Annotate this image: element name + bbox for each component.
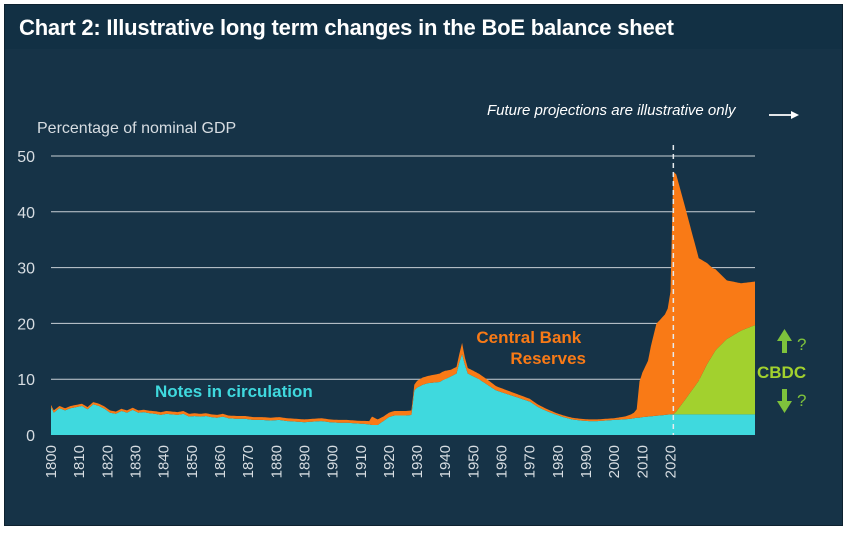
series-label-cbdc: CBDC	[757, 363, 806, 382]
x-tick-labels: 1800 1810 1820 1830 1840 1850 1860 1870 1880 1890…	[43, 445, 680, 478]
x-tick-label: 1800	[43, 445, 60, 478]
x-tick-label: 1820	[99, 445, 116, 478]
y-tick-label: 20	[17, 316, 35, 333]
x-tick-label: 1990	[578, 445, 595, 478]
x-tick-label: 1960	[494, 445, 511, 478]
x-tick-label: 1980	[550, 445, 567, 478]
series-label-notes: Notes in circulation	[155, 382, 313, 401]
cbdc-down-question: ?	[797, 391, 806, 410]
x-tick-label: 1810	[71, 445, 88, 478]
y-tick-label: 0	[26, 428, 35, 445]
chart-title: Chart 2: Illustrative long term changes …	[19, 15, 674, 40]
y-tick-label: 10	[17, 372, 35, 389]
x-tick-label: 1950	[465, 445, 482, 478]
chart-svg: 0 10 20 30 40 50 1800 1810 1820 1830 1840 1850 1860…	[17, 102, 806, 478]
x-tick-label: 1920	[381, 445, 398, 478]
y-tick-label: 30	[17, 261, 35, 278]
down-arrow-icon	[777, 389, 792, 413]
title-bar: Chart 2: Illustrative long term changes …	[5, 5, 842, 49]
x-tick-label: 1930	[409, 445, 426, 478]
x-tick-label: 2010	[634, 445, 651, 478]
x-tick-label: 1940	[437, 445, 454, 478]
chart-frame: Chart 2: Illustrative long term changes …	[4, 4, 843, 526]
x-tick-label: 1910	[353, 445, 370, 478]
x-tick-label: 1830	[127, 445, 144, 478]
area-notes-in-circulation	[51, 354, 755, 435]
x-tick-label: 2000	[606, 445, 623, 478]
x-tick-label: 1900	[325, 445, 342, 478]
x-tick-label: 1890	[296, 445, 313, 478]
cbdc-up-question: ?	[797, 335, 806, 354]
x-tick-label: 1860	[212, 445, 229, 478]
stacked-areas	[51, 171, 755, 435]
x-tick-label: 1870	[240, 445, 257, 478]
projection-arrow-icon	[769, 111, 799, 119]
gridlines	[51, 155, 755, 380]
x-tick-label: 1880	[268, 445, 285, 478]
y-tick-label: 50	[17, 149, 35, 166]
area-central-bank-reserves	[51, 171, 755, 425]
series-label-reserves: Central Bank Reserves	[476, 328, 586, 368]
x-tick-label: 1970	[522, 445, 539, 478]
y-tick-labels: 0 10 20 30 40 50	[17, 149, 35, 445]
x-tick-label: 2020	[663, 445, 680, 478]
x-tick-label: 1840	[156, 445, 173, 478]
x-tick-label: 1850	[184, 445, 201, 478]
y-tick-label: 40	[17, 205, 35, 222]
y-axis-label: Percentage of nominal GDP	[37, 120, 236, 137]
projection-note: Future projections are illustrative only	[487, 102, 737, 119]
up-arrow-icon	[777, 329, 792, 353]
cbdc-annotation: ? CBDC ?	[757, 329, 806, 413]
